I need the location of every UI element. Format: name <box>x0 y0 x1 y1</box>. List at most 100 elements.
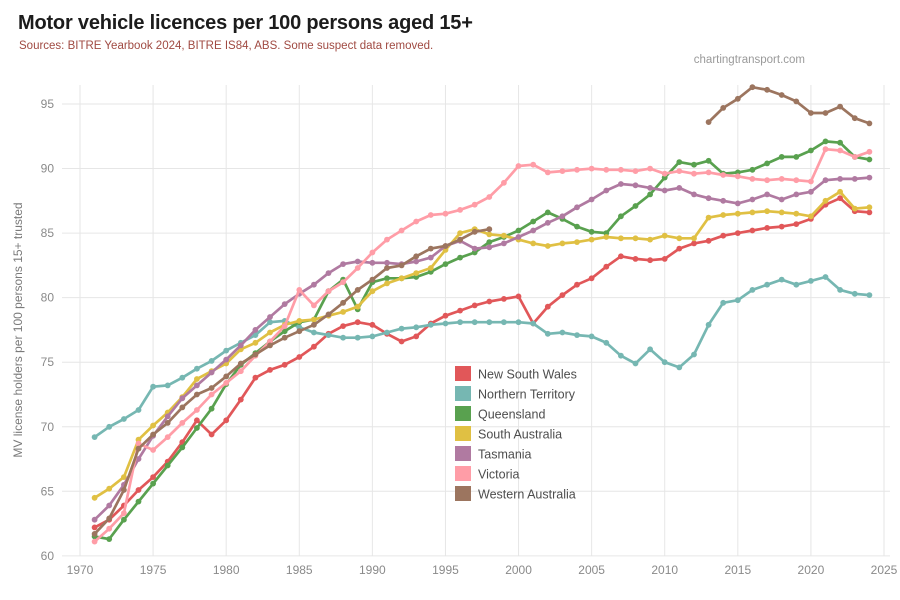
y-tick-label: 60 <box>41 549 55 563</box>
data-point <box>252 327 259 333</box>
data-point <box>720 212 727 218</box>
data-point <box>749 287 756 293</box>
data-point <box>778 154 785 160</box>
data-point <box>851 115 858 122</box>
legend-swatch <box>455 426 471 441</box>
data-point <box>427 321 434 328</box>
data-point <box>457 307 463 314</box>
legend-item-northern-territory: Northern Territory <box>455 386 576 402</box>
data-point <box>208 391 215 398</box>
data-point <box>837 176 843 182</box>
data-point <box>91 494 98 501</box>
data-point <box>764 281 770 288</box>
data-point <box>106 423 113 430</box>
data-point <box>866 120 873 127</box>
data-point <box>734 95 741 102</box>
legend-swatch <box>455 366 471 381</box>
data-point <box>720 172 727 178</box>
data-point <box>384 265 390 271</box>
data-point <box>837 287 843 293</box>
data-point <box>354 303 361 310</box>
legend-item-queensland: Queensland <box>455 406 545 422</box>
data-point <box>734 230 741 237</box>
data-point <box>311 316 317 323</box>
data-point <box>121 510 127 517</box>
data-point <box>398 338 405 345</box>
data-point <box>281 328 288 335</box>
data-point <box>618 213 624 220</box>
data-point <box>340 334 346 341</box>
data-point <box>720 197 727 204</box>
data-point <box>603 339 610 346</box>
data-point <box>515 234 522 240</box>
data-point <box>618 166 624 173</box>
data-point <box>647 236 653 243</box>
data-point <box>530 161 537 168</box>
data-point <box>588 236 595 243</box>
data-point <box>588 165 595 172</box>
data-point <box>720 232 727 239</box>
data-point <box>106 536 113 542</box>
data-point <box>632 182 639 189</box>
legend-label: Victoria <box>478 468 520 482</box>
data-point <box>676 159 683 166</box>
data-point <box>720 105 727 111</box>
data-point <box>267 314 273 320</box>
data-point <box>808 278 814 284</box>
y-tick-label: 95 <box>41 97 55 111</box>
data-point <box>311 329 317 336</box>
data-point <box>311 281 317 288</box>
data-point <box>179 395 186 402</box>
data-point <box>457 207 463 213</box>
data-point <box>793 210 800 217</box>
data-point <box>851 205 858 212</box>
data-point <box>384 329 390 336</box>
data-point <box>413 324 420 331</box>
data-point <box>267 342 273 349</box>
data-point <box>208 431 215 438</box>
data-point <box>778 176 785 182</box>
data-point <box>340 309 346 315</box>
data-point <box>369 259 376 266</box>
data-point <box>530 218 537 225</box>
data-point <box>837 188 843 195</box>
data-point <box>208 369 215 376</box>
data-point <box>486 194 493 200</box>
data-point <box>501 240 507 247</box>
data-point <box>252 374 259 381</box>
data-point <box>501 296 507 302</box>
data-point <box>486 319 493 326</box>
legend-label: Queensland <box>478 408 545 422</box>
data-point <box>252 351 259 358</box>
data-point <box>237 342 244 349</box>
data-point <box>574 332 580 338</box>
data-point <box>822 197 829 204</box>
data-point <box>866 209 873 216</box>
data-point <box>135 445 142 452</box>
data-point <box>281 323 288 329</box>
data-point <box>793 98 800 105</box>
data-point <box>574 166 580 173</box>
data-point <box>267 329 273 336</box>
data-point <box>822 138 829 145</box>
data-point <box>647 191 653 198</box>
data-point <box>676 364 683 371</box>
data-point <box>749 209 756 216</box>
data-point <box>647 165 653 172</box>
data-point <box>764 191 770 198</box>
data-point <box>281 334 288 341</box>
data-point <box>179 374 186 381</box>
data-point <box>369 321 376 328</box>
data-point <box>705 195 712 202</box>
data-point <box>691 240 697 247</box>
data-point <box>559 329 566 336</box>
data-point <box>325 332 332 338</box>
data-point <box>427 212 434 218</box>
data-point <box>354 319 361 326</box>
x-tick-label: 2020 <box>798 563 825 577</box>
legend-item-south-australia: South Australia <box>455 426 562 442</box>
x-tick-label: 2010 <box>651 563 678 577</box>
data-point <box>705 237 712 244</box>
x-tick-label: 2005 <box>578 563 605 577</box>
data-point <box>384 259 390 266</box>
